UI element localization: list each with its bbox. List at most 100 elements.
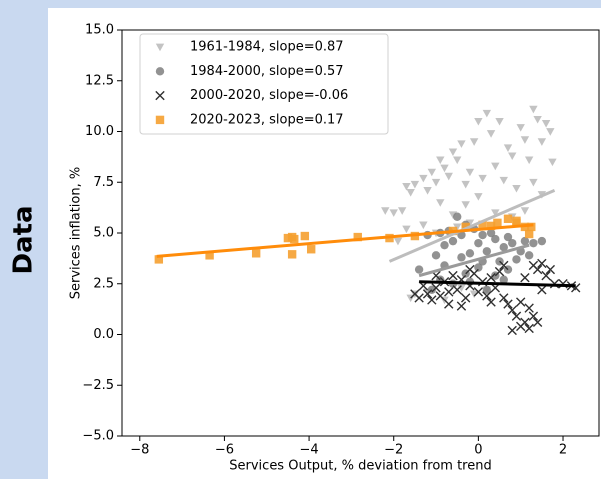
point	[448, 270, 458, 281]
point	[482, 285, 492, 295]
point	[440, 240, 449, 250]
point	[503, 232, 513, 242]
point	[444, 287, 454, 297]
y-axis-label: Services inflation, %	[69, 167, 84, 299]
point	[486, 228, 496, 238]
point	[427, 295, 437, 305]
point	[495, 117, 504, 126]
point	[431, 283, 441, 293]
x-tick-label: −2	[384, 443, 403, 458]
point	[512, 255, 521, 264]
point	[453, 212, 462, 221]
fit-line	[419, 280, 576, 288]
point	[422, 289, 433, 299]
point	[414, 265, 424, 274]
point	[520, 136, 530, 144]
point	[537, 258, 547, 269]
y-tick-label: −2.5	[82, 378, 114, 393]
point	[473, 287, 484, 297]
point	[486, 297, 496, 307]
legend-label: 1961-1984, slope=0.87	[190, 40, 344, 55]
point	[465, 264, 475, 275]
legend-marker	[155, 67, 165, 76]
point	[435, 291, 445, 301]
point	[537, 138, 547, 146]
point	[528, 311, 539, 321]
point	[486, 221, 496, 231]
point	[548, 158, 557, 167]
point	[520, 207, 530, 215]
point	[306, 245, 316, 254]
point	[453, 156, 462, 165]
point	[353, 232, 362, 242]
legend-label: 2000-2020, slope=-0.06	[190, 88, 348, 103]
point	[444, 172, 453, 181]
point	[448, 148, 458, 156]
point	[469, 290, 479, 299]
point	[532, 317, 543, 328]
legend-box	[139, 33, 389, 135]
point	[457, 140, 466, 148]
point	[448, 236, 458, 246]
point	[457, 253, 466, 262]
point	[154, 255, 164, 264]
point	[491, 209, 500, 217]
legend-label: 2020-2023, slope=0.17	[190, 112, 344, 127]
point	[453, 223, 462, 232]
point	[516, 321, 526, 332]
point	[478, 220, 487, 230]
y-tick-label: 15.0	[85, 23, 114, 38]
point	[512, 184, 521, 193]
point	[406, 189, 415, 197]
y-tick-label: 7.5	[93, 175, 114, 190]
x-tick-label: 0	[474, 443, 482, 458]
point	[491, 162, 500, 171]
legend-marker	[155, 43, 165, 52]
point	[499, 260, 509, 271]
y-tick-label: 5.0	[93, 226, 114, 241]
point	[414, 293, 424, 303]
x-tick-label: −4	[299, 443, 318, 458]
legend-label: 1984-2000, slope=0.57	[190, 64, 344, 79]
point	[529, 238, 538, 248]
point	[461, 180, 470, 189]
point	[532, 264, 543, 275]
point	[290, 234, 299, 244]
point	[461, 201, 470, 209]
point	[431, 251, 441, 260]
point	[482, 247, 492, 256]
point	[545, 264, 556, 275]
point	[503, 214, 513, 223]
point	[499, 176, 508, 185]
point	[493, 218, 502, 228]
point	[482, 291, 492, 301]
point	[474, 117, 483, 126]
point	[511, 311, 522, 321]
point	[507, 305, 517, 315]
point	[537, 285, 547, 295]
point	[491, 234, 500, 244]
point	[503, 299, 513, 309]
point	[512, 216, 521, 226]
point	[478, 174, 487, 183]
point	[474, 263, 483, 272]
point	[541, 120, 551, 128]
point	[393, 237, 403, 246]
y-tick-label: 10.0	[85, 124, 114, 139]
point	[537, 236, 547, 246]
point	[410, 180, 420, 189]
point	[478, 230, 487, 240]
point	[508, 152, 517, 161]
point	[516, 297, 526, 307]
point	[520, 236, 530, 246]
point	[397, 207, 407, 215]
point	[457, 284, 466, 293]
x-axis-label: Services Output, % deviation from trend	[229, 459, 491, 474]
point	[494, 266, 505, 277]
point	[524, 251, 534, 260]
point	[474, 238, 483, 248]
point	[507, 325, 517, 336]
point	[205, 251, 214, 260]
point	[524, 323, 534, 334]
